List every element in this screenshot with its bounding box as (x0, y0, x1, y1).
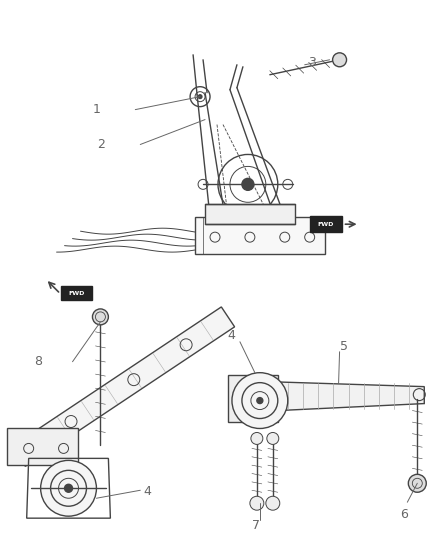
Text: 2: 2 (98, 138, 106, 151)
Circle shape (267, 432, 279, 445)
Circle shape (408, 474, 426, 492)
Circle shape (232, 373, 288, 429)
FancyBboxPatch shape (310, 216, 342, 232)
Text: 6: 6 (400, 507, 408, 521)
Polygon shape (258, 382, 424, 411)
Circle shape (257, 398, 263, 403)
Polygon shape (12, 307, 235, 466)
Text: 8: 8 (35, 355, 42, 368)
Circle shape (251, 432, 263, 445)
Polygon shape (7, 429, 78, 465)
Text: 5: 5 (339, 340, 348, 353)
Text: 4: 4 (143, 484, 151, 498)
Circle shape (242, 179, 254, 190)
Circle shape (198, 95, 202, 99)
Circle shape (92, 309, 108, 325)
Circle shape (266, 496, 280, 510)
Text: 1: 1 (92, 103, 100, 116)
Polygon shape (228, 375, 278, 422)
Circle shape (41, 461, 96, 516)
FancyBboxPatch shape (60, 286, 92, 300)
Text: 7: 7 (252, 519, 260, 531)
Text: FWD: FWD (318, 222, 334, 227)
Polygon shape (205, 204, 295, 224)
Circle shape (250, 496, 264, 510)
Text: FWD: FWD (68, 292, 85, 296)
Text: 4: 4 (227, 329, 235, 342)
Circle shape (64, 484, 73, 492)
Text: 3: 3 (307, 56, 315, 69)
Circle shape (332, 53, 346, 67)
Polygon shape (195, 217, 325, 254)
